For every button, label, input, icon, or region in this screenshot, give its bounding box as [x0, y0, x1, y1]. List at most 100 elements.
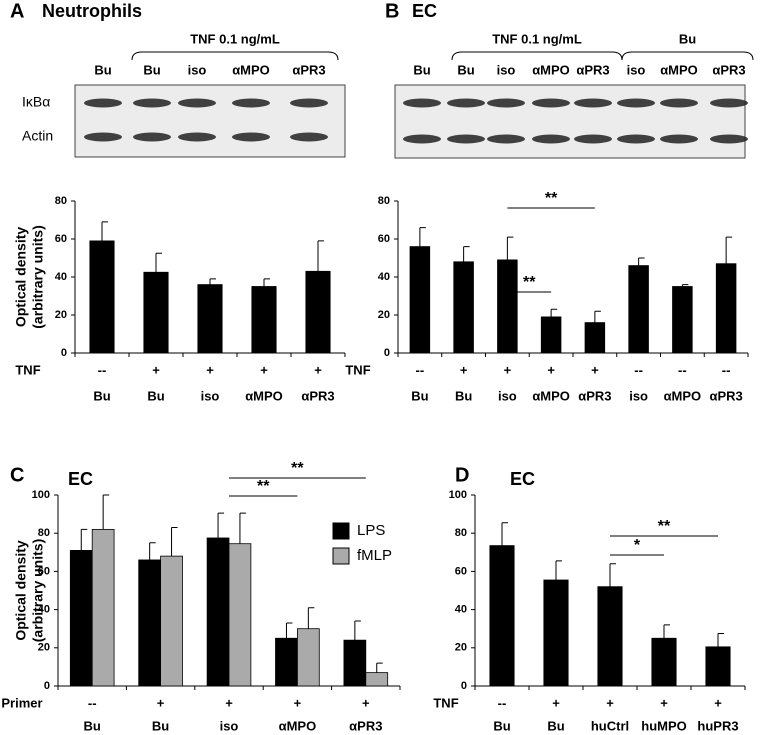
blot-band — [133, 132, 171, 142]
condition: -- — [98, 362, 107, 377]
bar — [343, 639, 367, 687]
panel-label: C — [10, 464, 24, 486]
legend-label: LPS — [357, 522, 385, 539]
bracket-label: TNF 0.1 ng/mL — [492, 31, 582, 46]
legend-swatch — [332, 547, 350, 565]
error-bar — [101, 221, 108, 241]
y-tick-label: 80 — [378, 195, 390, 207]
blot-band — [487, 134, 525, 144]
bracket-label: Bu — [679, 31, 696, 46]
blot-band — [447, 134, 485, 144]
blot-band — [660, 134, 698, 144]
blot-band — [403, 98, 441, 108]
bar — [228, 543, 252, 687]
x-tick-label: Bu — [152, 718, 169, 733]
error-bar — [609, 563, 616, 587]
blot-band — [290, 132, 328, 142]
bar — [69, 549, 93, 687]
blot-band — [574, 98, 612, 108]
error-bar — [463, 246, 470, 262]
x-tick-label: Bu — [455, 388, 472, 403]
y-tick-label: 60 — [38, 565, 50, 577]
condition: + — [606, 695, 614, 710]
condition: + — [206, 362, 214, 377]
bar — [197, 284, 223, 354]
condition: + — [504, 362, 512, 377]
y-tick-label: 20 — [38, 642, 50, 654]
error-bar — [550, 308, 558, 317]
y-tick-label: 0 — [44, 680, 50, 692]
legend-label: fMLP — [357, 547, 392, 564]
blot-band — [178, 98, 216, 108]
y-tick-label: 0 — [461, 680, 467, 692]
bar — [672, 286, 693, 354]
blot-band — [447, 98, 485, 108]
x-tick-label: αMPO — [532, 388, 570, 403]
error-bar — [285, 622, 293, 639]
lane-label: Bu — [143, 62, 160, 77]
error-bar — [717, 632, 724, 647]
bracket — [131, 51, 339, 61]
x-tick-label: iso — [498, 388, 517, 403]
error-bar — [419, 227, 426, 247]
x-tick-label: iso — [220, 718, 239, 733]
condition: -- — [678, 362, 687, 377]
condition: + — [714, 695, 722, 710]
condition: + — [362, 695, 370, 710]
panel-label: A — [10, 0, 24, 22]
x-tick-label: iso — [201, 388, 220, 403]
panel-title: EC — [510, 469, 535, 489]
x-tick-label: Bu — [84, 718, 101, 733]
blot-band — [178, 132, 216, 142]
x-tick-label: huMPO — [641, 718, 687, 733]
panel-title: EC — [412, 1, 437, 21]
x-tick-label: αPR3 — [349, 718, 382, 733]
error-bar — [307, 607, 315, 629]
bar — [296, 628, 320, 687]
significance-label: * — [634, 537, 641, 554]
condition: + — [294, 695, 302, 710]
bar — [497, 259, 518, 354]
error-bar — [354, 620, 361, 641]
error-bar — [376, 662, 383, 673]
lane-label: iso — [497, 62, 516, 77]
error-bar — [663, 624, 670, 639]
blot-band — [133, 98, 171, 108]
legend-swatch — [332, 522, 350, 540]
bar — [453, 261, 474, 354]
error-bar — [80, 528, 88, 551]
lane-label: αPR3 — [292, 62, 325, 77]
error-bar — [149, 542, 156, 560]
y-tick-label: 80 — [55, 195, 67, 207]
condition: + — [225, 695, 233, 710]
bar — [305, 270, 331, 354]
bar — [275, 637, 298, 687]
bar — [160, 555, 183, 687]
condition: + — [260, 362, 268, 377]
condition-label: TNF — [15, 362, 40, 377]
x-tick-label: αPR3 — [301, 388, 334, 403]
x-tick-label: αPR3 — [578, 388, 611, 403]
error-bar — [725, 236, 733, 264]
error-bar — [681, 284, 689, 287]
error-bar — [155, 252, 162, 273]
y-tick-label: 100 — [449, 489, 467, 501]
error-bar — [217, 512, 225, 538]
panel-title: Neutrophils — [42, 1, 142, 21]
condition: + — [552, 695, 560, 710]
lane-label: αMPO — [532, 62, 570, 77]
condition: -- — [88, 695, 97, 710]
error-bar — [317, 240, 324, 272]
condition: + — [660, 695, 668, 710]
bar — [543, 579, 569, 687]
y-tick-label: 20 — [55, 309, 67, 321]
blot-image — [394, 84, 746, 159]
error-bar — [102, 494, 110, 530]
bar — [628, 265, 649, 354]
row-label: Actin — [22, 128, 53, 144]
y-axis-label: (arbitrary units) — [30, 225, 46, 328]
bracket — [451, 51, 623, 61]
y-tick-label: 40 — [378, 271, 390, 283]
